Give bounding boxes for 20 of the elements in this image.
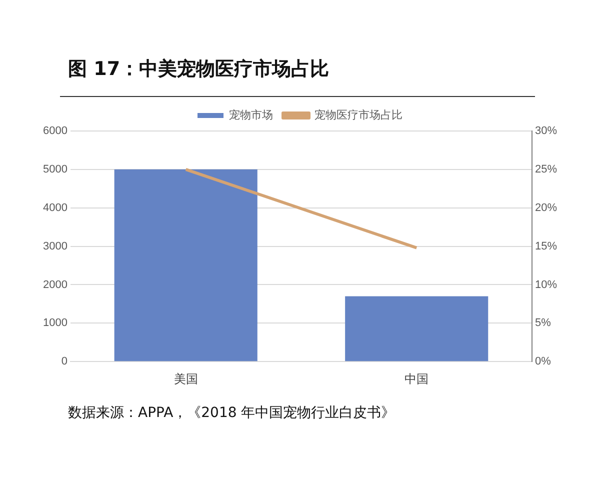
- x-tick-label: 中国: [404, 372, 429, 386]
- x-tick-label: 美国: [174, 372, 198, 386]
- y2-tick-label: 20%: [534, 202, 558, 214]
- y2-tick-label: 0%: [534, 356, 552, 368]
- y-tick-label: 1000: [42, 317, 68, 330]
- y-tick-label: 5000: [42, 163, 68, 176]
- chart-title: 图 17：中美宠物医疗市场占比: [68, 57, 330, 82]
- y-tick-label: 0: [61, 356, 68, 368]
- y-tick-label: 3000: [42, 240, 68, 252]
- y2-tick-label: 30%: [534, 125, 558, 138]
- y-tick-label: 6000: [42, 125, 68, 138]
- legend-label: 宠物市场: [229, 108, 273, 122]
- legend-label: 宠物医疗市场占比: [314, 108, 402, 122]
- y2-tick-label: 10%: [534, 278, 558, 291]
- y2-tick-label: 5%: [534, 317, 552, 330]
- y-tick-label: 2000: [42, 278, 68, 291]
- y2-tick-label: 25%: [534, 163, 558, 176]
- y-tick-label: 4000: [42, 202, 68, 214]
- source-note: 数据来源：APPA，《2018 年中国宠物行业白皮书》: [68, 404, 396, 422]
- y2-tick-label: 15%: [534, 240, 558, 252]
